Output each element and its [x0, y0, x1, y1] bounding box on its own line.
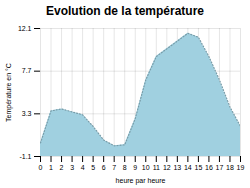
- svg-text:2: 2: [60, 164, 64, 171]
- svg-text:7.7: 7.7: [22, 67, 32, 74]
- svg-text:19: 19: [237, 164, 245, 171]
- svg-text:5: 5: [91, 164, 95, 171]
- svg-text:7: 7: [112, 164, 116, 171]
- svg-text:1: 1: [49, 164, 53, 171]
- svg-text:3.3: 3.3: [22, 110, 32, 117]
- html-text:Evolution de la température: Evolution de la température: [46, 4, 204, 18]
- svg-text:-1.1: -1.1: [19, 153, 31, 160]
- svg-text:14: 14: [184, 164, 192, 171]
- svg-text:8: 8: [123, 164, 127, 171]
- svg-text:16: 16: [205, 164, 213, 171]
- svg-text:15: 15: [194, 164, 202, 171]
- svg-text:17: 17: [216, 164, 224, 171]
- svg-text:Température en °C: Température en °C: [5, 63, 13, 122]
- svg-text:12: 12: [163, 164, 171, 171]
- svg-text:13: 13: [173, 164, 181, 171]
- svg-text:12.1: 12.1: [18, 25, 32, 32]
- svg-text:heure par heure: heure par heure: [116, 177, 166, 185]
- svg-text:18: 18: [226, 164, 234, 171]
- svg-text:4: 4: [81, 164, 85, 171]
- svg-text:9: 9: [133, 164, 137, 171]
- svg-text:10: 10: [142, 164, 150, 171]
- svg-text:6: 6: [102, 164, 106, 171]
- svg-text:3: 3: [70, 164, 74, 171]
- svg-text:11: 11: [153, 164, 160, 171]
- svg-text:0: 0: [39, 164, 43, 171]
